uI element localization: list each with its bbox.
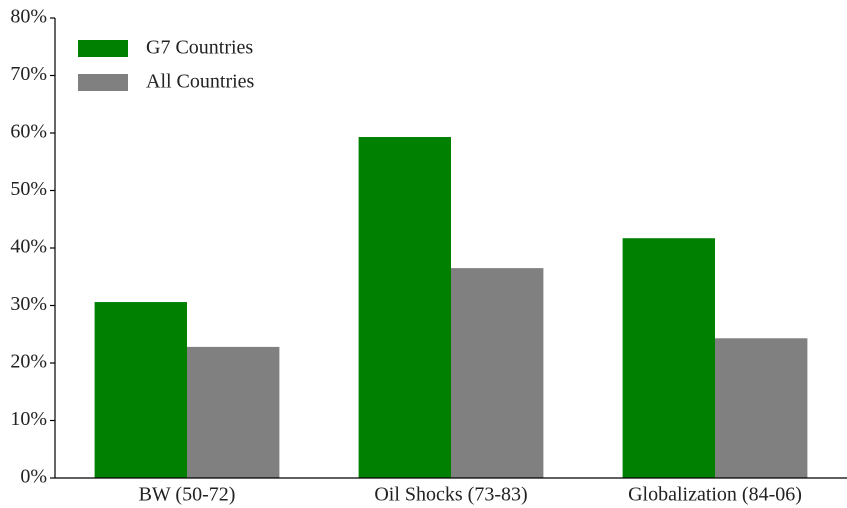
y-tick-label: 40%: [10, 236, 47, 258]
y-tick-label: 0%: [20, 466, 47, 488]
y-tick-label: 80%: [10, 6, 47, 28]
legend-label: G7 Countries: [146, 37, 253, 59]
legend-label: All Countries: [146, 71, 255, 93]
y-tick-label: 10%: [10, 408, 47, 430]
legend-swatch: [78, 74, 128, 91]
bar: [715, 338, 808, 478]
bar: [451, 268, 544, 478]
y-tick-label: 30%: [10, 293, 47, 315]
bar: [94, 302, 187, 478]
y-tick-label: 60%: [10, 121, 47, 143]
y-tick-label: 70%: [10, 63, 47, 85]
y-tick-label: 50%: [10, 178, 47, 200]
x-tick-label: Globalization (84-06): [628, 484, 802, 506]
x-tick-label: Oil Shocks (73-83): [374, 484, 527, 506]
bar: [358, 137, 451, 478]
bar: [187, 346, 280, 478]
x-tick-label: BW (50-72): [139, 484, 236, 506]
legend-swatch: [78, 40, 128, 57]
bar: [622, 238, 715, 478]
y-tick-label: 20%: [10, 351, 47, 373]
